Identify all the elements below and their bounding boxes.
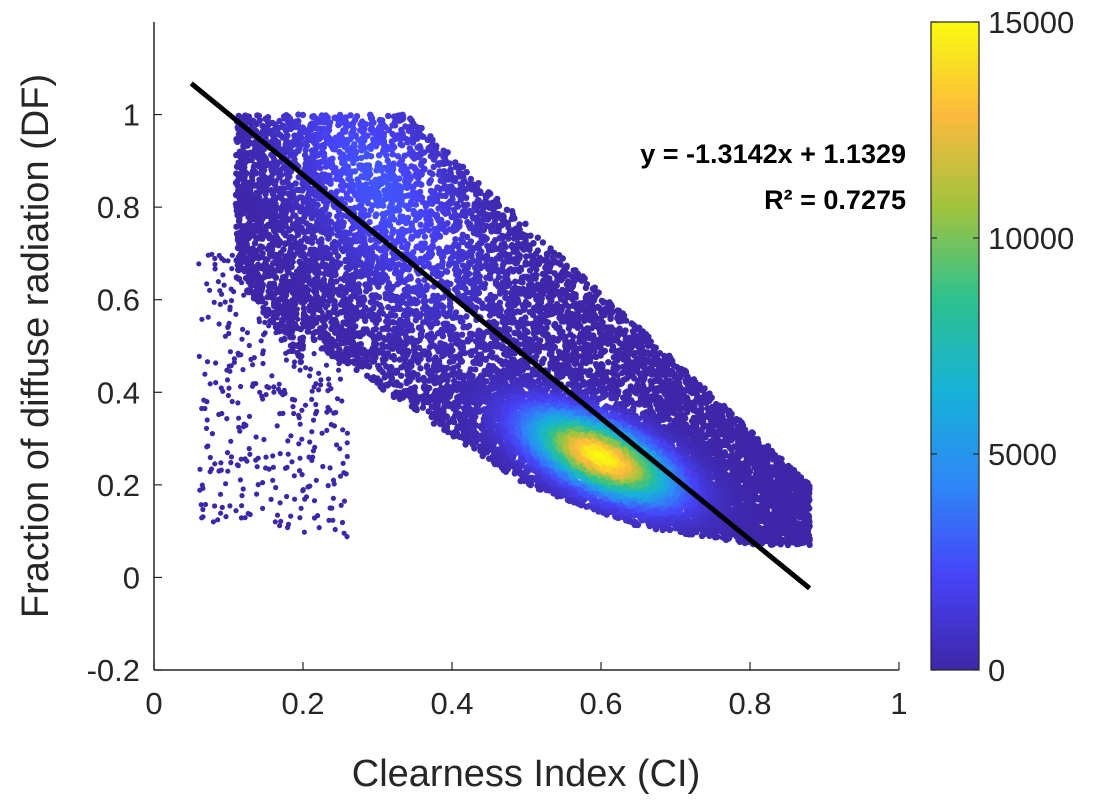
- scatter-point: [463, 233, 471, 241]
- scatter-point: [426, 178, 433, 185]
- scatter-point: [406, 294, 413, 302]
- scatter-point: [539, 239, 547, 246]
- scatter-point: [534, 234, 541, 241]
- scatter-point: [429, 170, 436, 178]
- scatter-point: [452, 236, 459, 243]
- scatter-point: [585, 371, 592, 379]
- scatter-point: [452, 266, 459, 273]
- scatter-point: [414, 144, 421, 151]
- scatter-points: [196, 111, 813, 549]
- scatter-point: [425, 408, 432, 415]
- scatter-point: [547, 245, 554, 252]
- scatter-point: [463, 169, 470, 176]
- scatter-point: [628, 320, 635, 327]
- scatter-point: [522, 220, 529, 227]
- scatter-point: [428, 330, 435, 337]
- scatter-point: [339, 212, 347, 219]
- scatter-point: [557, 261, 564, 268]
- scatter-point: [287, 152, 294, 159]
- scatter-point: [375, 152, 383, 159]
- scatter-point: [522, 314, 529, 321]
- scatter-point: [342, 128, 349, 135]
- scatter-point: [398, 142, 406, 149]
- scatter-point: [280, 246, 287, 253]
- scatter-point: [475, 289, 483, 296]
- scatter-point: [417, 365, 424, 372]
- scatter-point: [372, 212, 379, 220]
- scatter-point: [486, 312, 494, 319]
- scatter-point: [604, 368, 611, 376]
- scatter-point: [622, 327, 629, 334]
- scatter-point: [467, 175, 475, 183]
- scatter-point: [278, 336, 285, 344]
- scatter-point: [463, 313, 470, 320]
- scatter-point: [233, 274, 240, 281]
- scatter-point: [459, 238, 467, 246]
- scatter-point: [366, 218, 373, 226]
- scatter-point: [391, 270, 399, 277]
- scatter-point: [385, 112, 392, 120]
- scatter-point: [452, 309, 460, 316]
- scatter-point: [464, 324, 471, 331]
